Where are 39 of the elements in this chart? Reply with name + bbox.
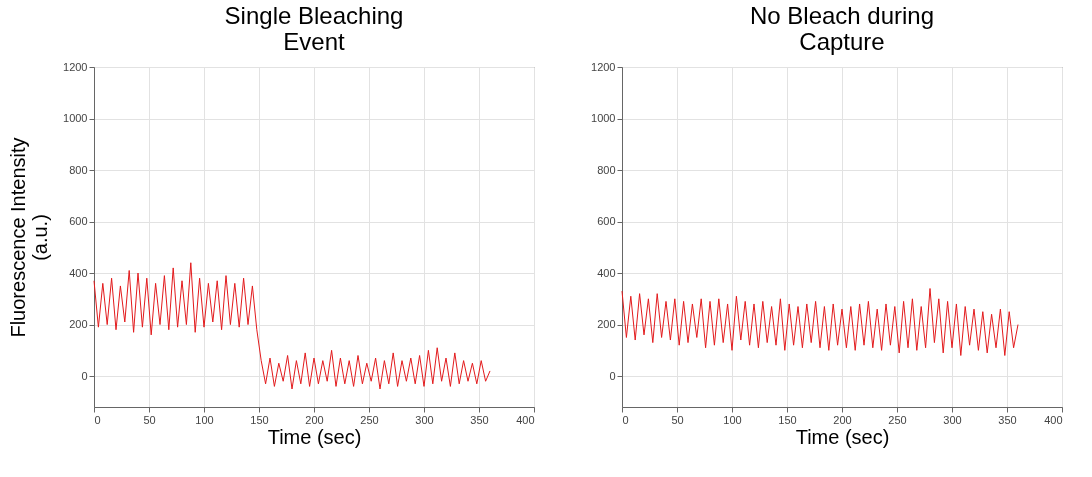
y-tick-label: 200 <box>69 318 88 331</box>
y-tick-label: 0 <box>81 369 88 382</box>
x-axis-title: Time (sec) <box>267 425 362 448</box>
x-tick-label: 350 <box>470 413 489 426</box>
x-axis-title: Time (sec) <box>795 425 890 448</box>
x-tick-label: 250 <box>888 413 907 426</box>
chart-title: No Bleach during Capture <box>749 2 935 55</box>
x-tick-label: 100 <box>195 413 214 426</box>
y-tick-label: 800 <box>69 163 88 176</box>
y-tick-label: 1000 <box>63 112 88 125</box>
x-tick-label: 300 <box>415 413 434 426</box>
y-tick-label: 1000 <box>591 112 616 125</box>
y-tick-label: 800 <box>597 163 616 176</box>
x-tick-label: 400 <box>516 413 535 426</box>
y-tick-label: 600 <box>69 215 88 228</box>
x-tick-label: 400 <box>1044 413 1063 426</box>
y-tick-label: 0 <box>609 369 616 382</box>
x-tick-label: 0 <box>94 413 101 426</box>
x-tick-label: 100 <box>723 413 742 426</box>
y-axis-title: Fluorescence Intensity (a.u.) <box>7 137 52 338</box>
y-tick-label: 200 <box>597 318 616 331</box>
x-tick-label: 150 <box>250 413 269 426</box>
x-tick-label: 150 <box>778 413 797 426</box>
y-tick-label: 600 <box>597 215 616 228</box>
y-tick-label: 1200 <box>63 60 88 73</box>
line-series <box>93 262 491 390</box>
line-series <box>621 288 1019 356</box>
x-tick-label: 0 <box>622 413 629 426</box>
x-tick-label: 250 <box>360 413 379 426</box>
x-tick-label: 50 <box>671 413 684 426</box>
x-tick-label: 350 <box>998 413 1017 426</box>
x-tick-label: 50 <box>143 413 156 426</box>
chart-title: Single Bleaching Event <box>224 2 404 55</box>
x-tick-label: 300 <box>943 413 962 426</box>
y-tick-label: 1200 <box>591 60 616 73</box>
y-tick-label: 400 <box>597 266 616 279</box>
y-tick-label: 400 <box>69 266 88 279</box>
x-tick-label: 200 <box>305 413 324 426</box>
x-tick-label: 200 <box>833 413 852 426</box>
